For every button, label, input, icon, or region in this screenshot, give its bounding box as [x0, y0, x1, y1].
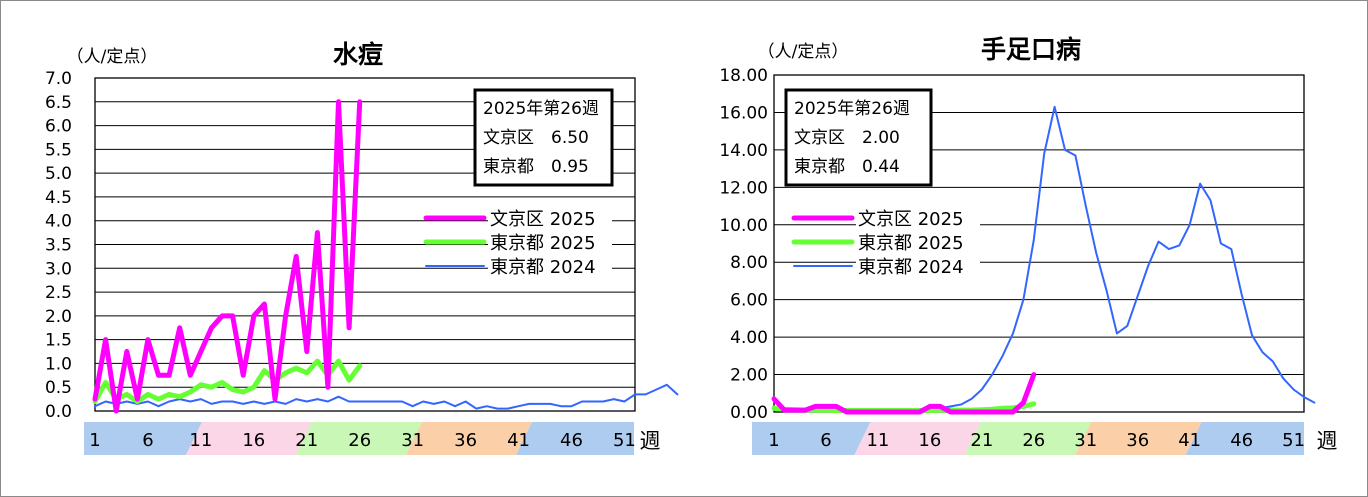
week-band-segment	[1185, 422, 1304, 455]
chart-title: 水痘	[333, 40, 383, 69]
plot-area	[773, 74, 1305, 413]
y-tick-label: 6.5	[45, 93, 72, 113]
y-tick-label: 0.00	[730, 403, 768, 423]
y-tick-label: 4.5	[45, 188, 72, 208]
y-tick-label: 6.00	[730, 291, 768, 311]
x-tick-label: 16	[242, 430, 265, 451]
chart-2: 0.00 2.00 4.00 6.00 8.00 10.00 12.00 14.00 16.00…	[719, 35, 1338, 455]
x-tick-label: 31	[1074, 430, 1097, 451]
x-tick-label: 16	[918, 430, 941, 451]
legend-label: 東京都 2025	[490, 233, 596, 254]
week-band-segment	[964, 422, 1092, 455]
y-tick-label: 2.00	[730, 366, 768, 386]
series-line-3	[94, 383, 679, 410]
legend-label: 文京区 2025	[490, 209, 596, 230]
x-tick-label: 41	[507, 430, 530, 451]
week-band-segment	[516, 422, 634, 455]
week-band-segment	[84, 422, 202, 455]
y-tick-label: 2.5	[45, 283, 72, 303]
week-band-segment	[296, 422, 422, 455]
legend-bg	[856, 231, 980, 253]
x-tick-label: 6	[142, 430, 153, 451]
y-tick-label: 4.0	[45, 212, 72, 232]
chart-1: 0.0 0.5 1.0 1.5 2.0 2.5 3.0 3.5 4.0 4.5 5.0 5.5 6.0 6…	[45, 40, 679, 455]
week-band-segment	[752, 422, 871, 455]
info-box-line: 文京区 2.00	[794, 128, 900, 148]
week-band-segment	[406, 422, 532, 455]
y-tick-label: 0.0	[45, 402, 72, 422]
info-box-line: 東京都 0.95	[483, 157, 589, 177]
x-tick-label: 36	[454, 430, 477, 451]
y-tick-label: 2.0	[45, 307, 72, 327]
x-tick-label: 1	[768, 430, 779, 451]
y-tick-label: 0.5	[45, 378, 72, 398]
legend-bg	[488, 231, 612, 253]
y-tick-label: 3.0	[45, 259, 72, 279]
y-tick-label: 14.00	[719, 141, 768, 161]
y-tick-label: 5.0	[45, 164, 72, 184]
series-line-1	[771, 372, 1037, 415]
info-box-line: 東京都 0.44	[794, 157, 900, 177]
y-tick-label: 4.00	[730, 328, 768, 348]
info-box-line: 2025年第26週	[794, 99, 910, 119]
series-line-1	[92, 99, 363, 414]
y-tick-label: 16.00	[719, 103, 768, 123]
x-axis-label: 週	[640, 429, 661, 453]
x-axis-label: 週	[1317, 429, 1338, 453]
x-tick-label: 11	[866, 430, 889, 451]
y-tick-label: 3.5	[45, 236, 72, 256]
x-tick-label: 46	[1230, 430, 1253, 451]
y-tick-label: 1.5	[45, 331, 72, 351]
info-box	[784, 88, 933, 187]
y-tick-label: 5.5	[45, 140, 72, 160]
x-tick-label: 51	[1282, 430, 1305, 451]
x-tick-label: 26	[1022, 430, 1045, 451]
x-tick-label: 51	[613, 430, 636, 451]
week-band-segment	[186, 422, 312, 455]
chart-title: 手足口病	[981, 35, 1081, 64]
x-tick-label: 11	[189, 430, 212, 451]
legend-bg	[488, 255, 612, 277]
y-tick-label: 1.0	[45, 354, 72, 374]
x-tick-label: 41	[1178, 430, 1201, 451]
x-tick-label: 26	[348, 430, 371, 451]
y-unit-label: （人/定点）	[758, 42, 849, 62]
legend-label: 東京都 2024	[858, 257, 964, 278]
week-band-segment	[1075, 422, 1202, 455]
x-tick-label: 36	[1126, 430, 1149, 451]
legend-bg	[488, 207, 612, 229]
legend-bg	[856, 207, 980, 229]
x-tick-label: 1	[89, 430, 100, 451]
info-box-line: 文京区 6.50	[483, 128, 589, 148]
y-tick-label: 7.0	[45, 69, 72, 89]
x-tick-label: 46	[560, 430, 583, 451]
info-box-line: 2025年第26週	[483, 99, 599, 119]
legend-label: 東京都 2024	[490, 257, 596, 278]
week-band-segment	[854, 422, 981, 455]
x-tick-label: 31	[401, 430, 424, 451]
y-tick-label: 8.00	[730, 253, 768, 273]
x-tick-label: 21	[295, 430, 318, 451]
y-tick-label: 18.00	[719, 66, 768, 86]
y-tick-label: 6.0	[45, 117, 72, 137]
y-unit-label: （人/定点）	[67, 47, 158, 67]
info-box	[473, 88, 614, 187]
y-tick-label: 10.00	[719, 216, 768, 236]
legend-label: 文京区 2025	[858, 209, 964, 230]
y-tick-label: 12.00	[719, 178, 768, 198]
legend-bg	[856, 255, 980, 277]
plot-area	[94, 77, 636, 412]
legend-label: 東京都 2025	[858, 233, 964, 254]
x-tick-label: 21	[970, 430, 993, 451]
x-tick-label: 6	[820, 430, 831, 451]
